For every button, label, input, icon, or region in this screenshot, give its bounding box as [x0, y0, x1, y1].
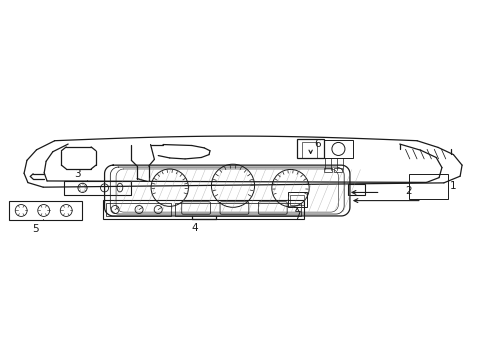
Text: 1: 1	[448, 181, 455, 191]
Bar	[302, 142, 317, 158]
Bar	[9, 201, 81, 220]
Bar	[297, 139, 324, 158]
Bar	[105, 203, 170, 216]
Bar	[323, 168, 331, 172]
Bar	[287, 192, 306, 207]
Text: 7: 7	[294, 211, 300, 221]
Text: 2: 2	[405, 185, 411, 195]
Text: 5: 5	[32, 224, 38, 234]
Bar	[102, 200, 304, 219]
Bar	[333, 168, 342, 172]
Bar	[347, 184, 365, 195]
Text: 3: 3	[74, 169, 81, 179]
Bar	[408, 174, 447, 199]
Text: 4: 4	[191, 224, 198, 233]
Bar	[289, 195, 304, 205]
Bar	[64, 181, 131, 195]
Text: 6: 6	[314, 139, 321, 149]
Bar	[324, 140, 352, 158]
Bar	[174, 203, 301, 216]
